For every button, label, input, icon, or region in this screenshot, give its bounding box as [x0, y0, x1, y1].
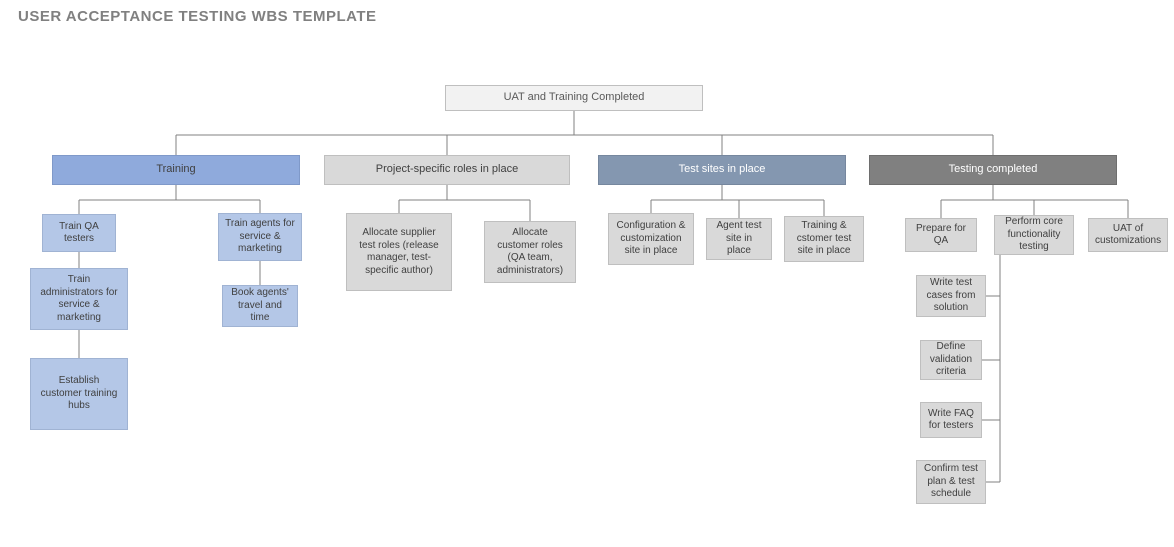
- task-node: Train agents for service & marketing: [218, 213, 302, 261]
- task-node: Training & cstomer test site in place: [784, 216, 864, 262]
- root-node: UAT and Training Completed: [445, 85, 703, 111]
- page-title: USER ACCEPTANCE TESTING WBS TEMPLATE: [18, 8, 377, 25]
- task-node: Write test cases from solution: [916, 275, 986, 317]
- task-node: Agent test site in place: [706, 218, 772, 260]
- task-node: Train administrators for service & marke…: [30, 268, 128, 330]
- task-node: Perform core functionality testing: [994, 215, 1074, 255]
- task-node: Prepare for QA: [905, 218, 977, 252]
- task-node: Define validation criteria: [920, 340, 982, 380]
- task-node: Train QA testers: [42, 214, 116, 252]
- category-node: Project-specific roles in place: [324, 155, 570, 185]
- connector-lines: [0, 0, 1174, 547]
- task-node: Allocate customer roles (QA team, admini…: [484, 221, 576, 283]
- category-node: Training: [52, 155, 300, 185]
- category-node: Test sites in place: [598, 155, 846, 185]
- task-node: Configuration & customization site in pl…: [608, 213, 694, 265]
- category-node: Testing completed: [869, 155, 1117, 185]
- task-node: Allocate supplier test roles (release ma…: [346, 213, 452, 291]
- task-node: Write FAQ for testers: [920, 402, 982, 438]
- task-node: Book agents' travel and time: [222, 285, 298, 327]
- task-node: Establish customer training hubs: [30, 358, 128, 430]
- task-node: Confirm test plan & test schedule: [916, 460, 986, 504]
- task-node: UAT of customizations: [1088, 218, 1168, 252]
